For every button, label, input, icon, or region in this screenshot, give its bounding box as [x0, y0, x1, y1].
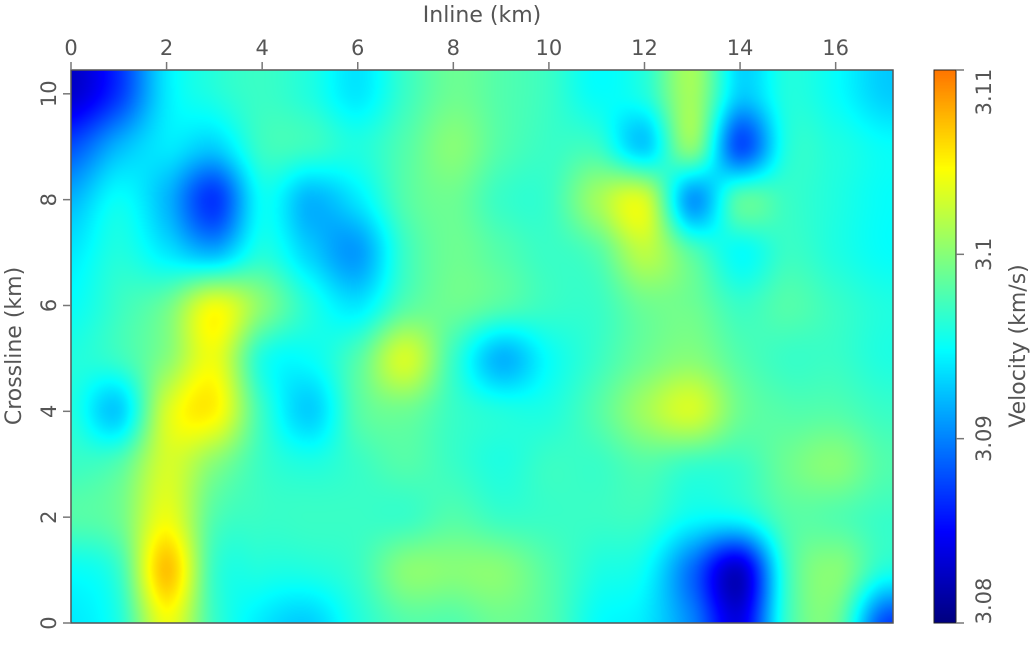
x-tick-label: 4 [255, 36, 268, 60]
x-tick-label: 8 [447, 36, 460, 60]
y-tick-label: 4 [37, 405, 61, 418]
y-tick-label: 10 [37, 80, 61, 107]
colorbar-tick-label: 3.08 [972, 578, 996, 625]
x-tick-label: 12 [631, 36, 658, 60]
y-ticks: 0 2 4 6 8 10 [37, 80, 71, 630]
x-tick-label: 0 [64, 36, 77, 60]
y-axis-title: Crossline (km) [2, 267, 27, 425]
colorbar-tick-label: 3.1 [972, 238, 996, 271]
x-axis-title: Inline (km) [423, 3, 541, 28]
x-tick-label: 10 [536, 36, 563, 60]
x-tick-label: 16 [822, 36, 849, 60]
colorbar-frame [933, 69, 957, 624]
x-tick-label: 14 [727, 36, 754, 60]
colorbar-ticks: 3.08 3.09 3.1 3.11 [956, 69, 996, 625]
y-tick-label: 2 [37, 510, 61, 523]
plot-frame [70, 69, 894, 624]
colorbar-title: Velocity (km/s) [1006, 264, 1031, 428]
colorbar [934, 70, 956, 623]
x-tick-label: 6 [351, 36, 364, 60]
y-tick-label: 8 [37, 193, 61, 206]
colorbar-tick-label: 3.11 [972, 69, 996, 116]
y-tick-label: 6 [37, 299, 61, 312]
velocity-heatmap [71, 70, 893, 623]
colorbar-tick-label: 3.09 [972, 415, 996, 462]
x-ticks: 0 2 4 6 8 10 12 14 16 [64, 36, 849, 70]
x-tick-label: 2 [160, 36, 173, 60]
y-tick-label: 0 [37, 616, 61, 629]
